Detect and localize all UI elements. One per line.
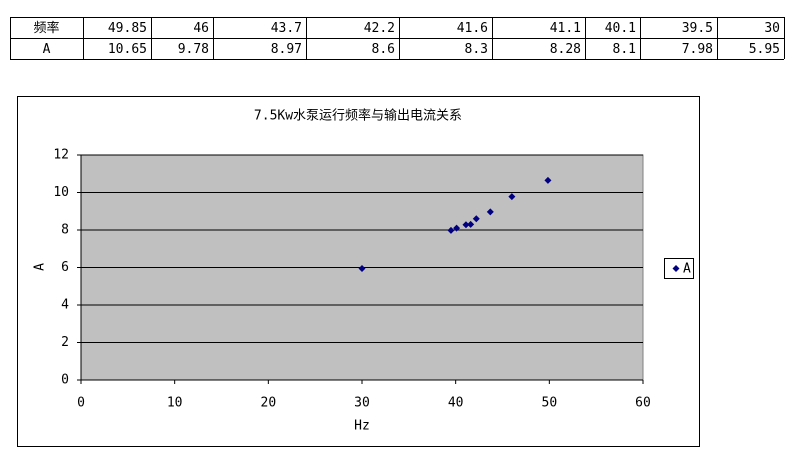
table-cell: 40.1 — [605, 21, 636, 36]
table-cell: 46 — [193, 21, 209, 36]
legend-label: A — [683, 262, 691, 277]
point — [447, 226, 455, 234]
y-axis-label: A — [33, 263, 48, 271]
table-cell: 5.95 — [749, 42, 780, 57]
table-cell: 10.65 — [108, 42, 147, 57]
table-cell: 41.1 — [550, 21, 581, 36]
chart-title: 7.5Kw水泵运行频率与输出电流关系 — [254, 108, 462, 124]
row-label: A — [43, 42, 51, 57]
legend-marker — [672, 265, 680, 272]
table-cell: 43.7 — [271, 21, 302, 36]
x-tick-label: 10 — [167, 396, 183, 411]
y-tick-label: 8 — [61, 223, 69, 238]
table-cell: 8.28 — [550, 42, 581, 57]
x-tick-label: 0 — [77, 396, 85, 411]
table-cell: 8.6 — [372, 42, 395, 57]
table-cell: 8.3 — [465, 42, 488, 57]
point — [486, 208, 494, 216]
x-axis-label: Hz — [354, 419, 370, 434]
table-cell: 8.1 — [613, 42, 636, 57]
table-cell: 39.5 — [682, 21, 713, 36]
table-cell: 7.98 — [682, 42, 713, 57]
y-tick-label: 4 — [61, 298, 69, 313]
x-tick-label: 40 — [448, 396, 464, 411]
table-cell: 9.78 — [178, 42, 209, 57]
x-tick-label: 60 — [635, 396, 651, 411]
x-tick-label: 20 — [261, 396, 277, 411]
y-tick-label: 10 — [53, 185, 69, 200]
y-tick-label: 6 — [61, 260, 69, 275]
table-cell: 30 — [764, 21, 780, 36]
y-tick-label: 12 — [53, 148, 69, 163]
point — [358, 264, 366, 272]
y-tick-label: 0 — [61, 373, 69, 388]
table-cell: 49.85 — [108, 21, 147, 36]
point — [508, 193, 516, 201]
point — [544, 176, 552, 184]
y-tick-label: 2 — [61, 335, 69, 350]
x-tick-label: 30 — [354, 396, 370, 411]
point — [467, 220, 475, 228]
point — [453, 224, 461, 232]
data-table: 频率 49.85 46 43.7 42.2 41.6 41.1 40.1 39.5 30 A 10.6… — [10, 17, 785, 60]
point — [462, 221, 470, 229]
table-cell: 41.6 — [457, 21, 488, 36]
point — [472, 215, 480, 223]
table-cell: 42.2 — [364, 21, 395, 36]
row-label: 频率 — [33, 20, 59, 36]
x-tick-label: 50 — [542, 396, 558, 411]
table-cell: 8.97 — [271, 42, 302, 57]
